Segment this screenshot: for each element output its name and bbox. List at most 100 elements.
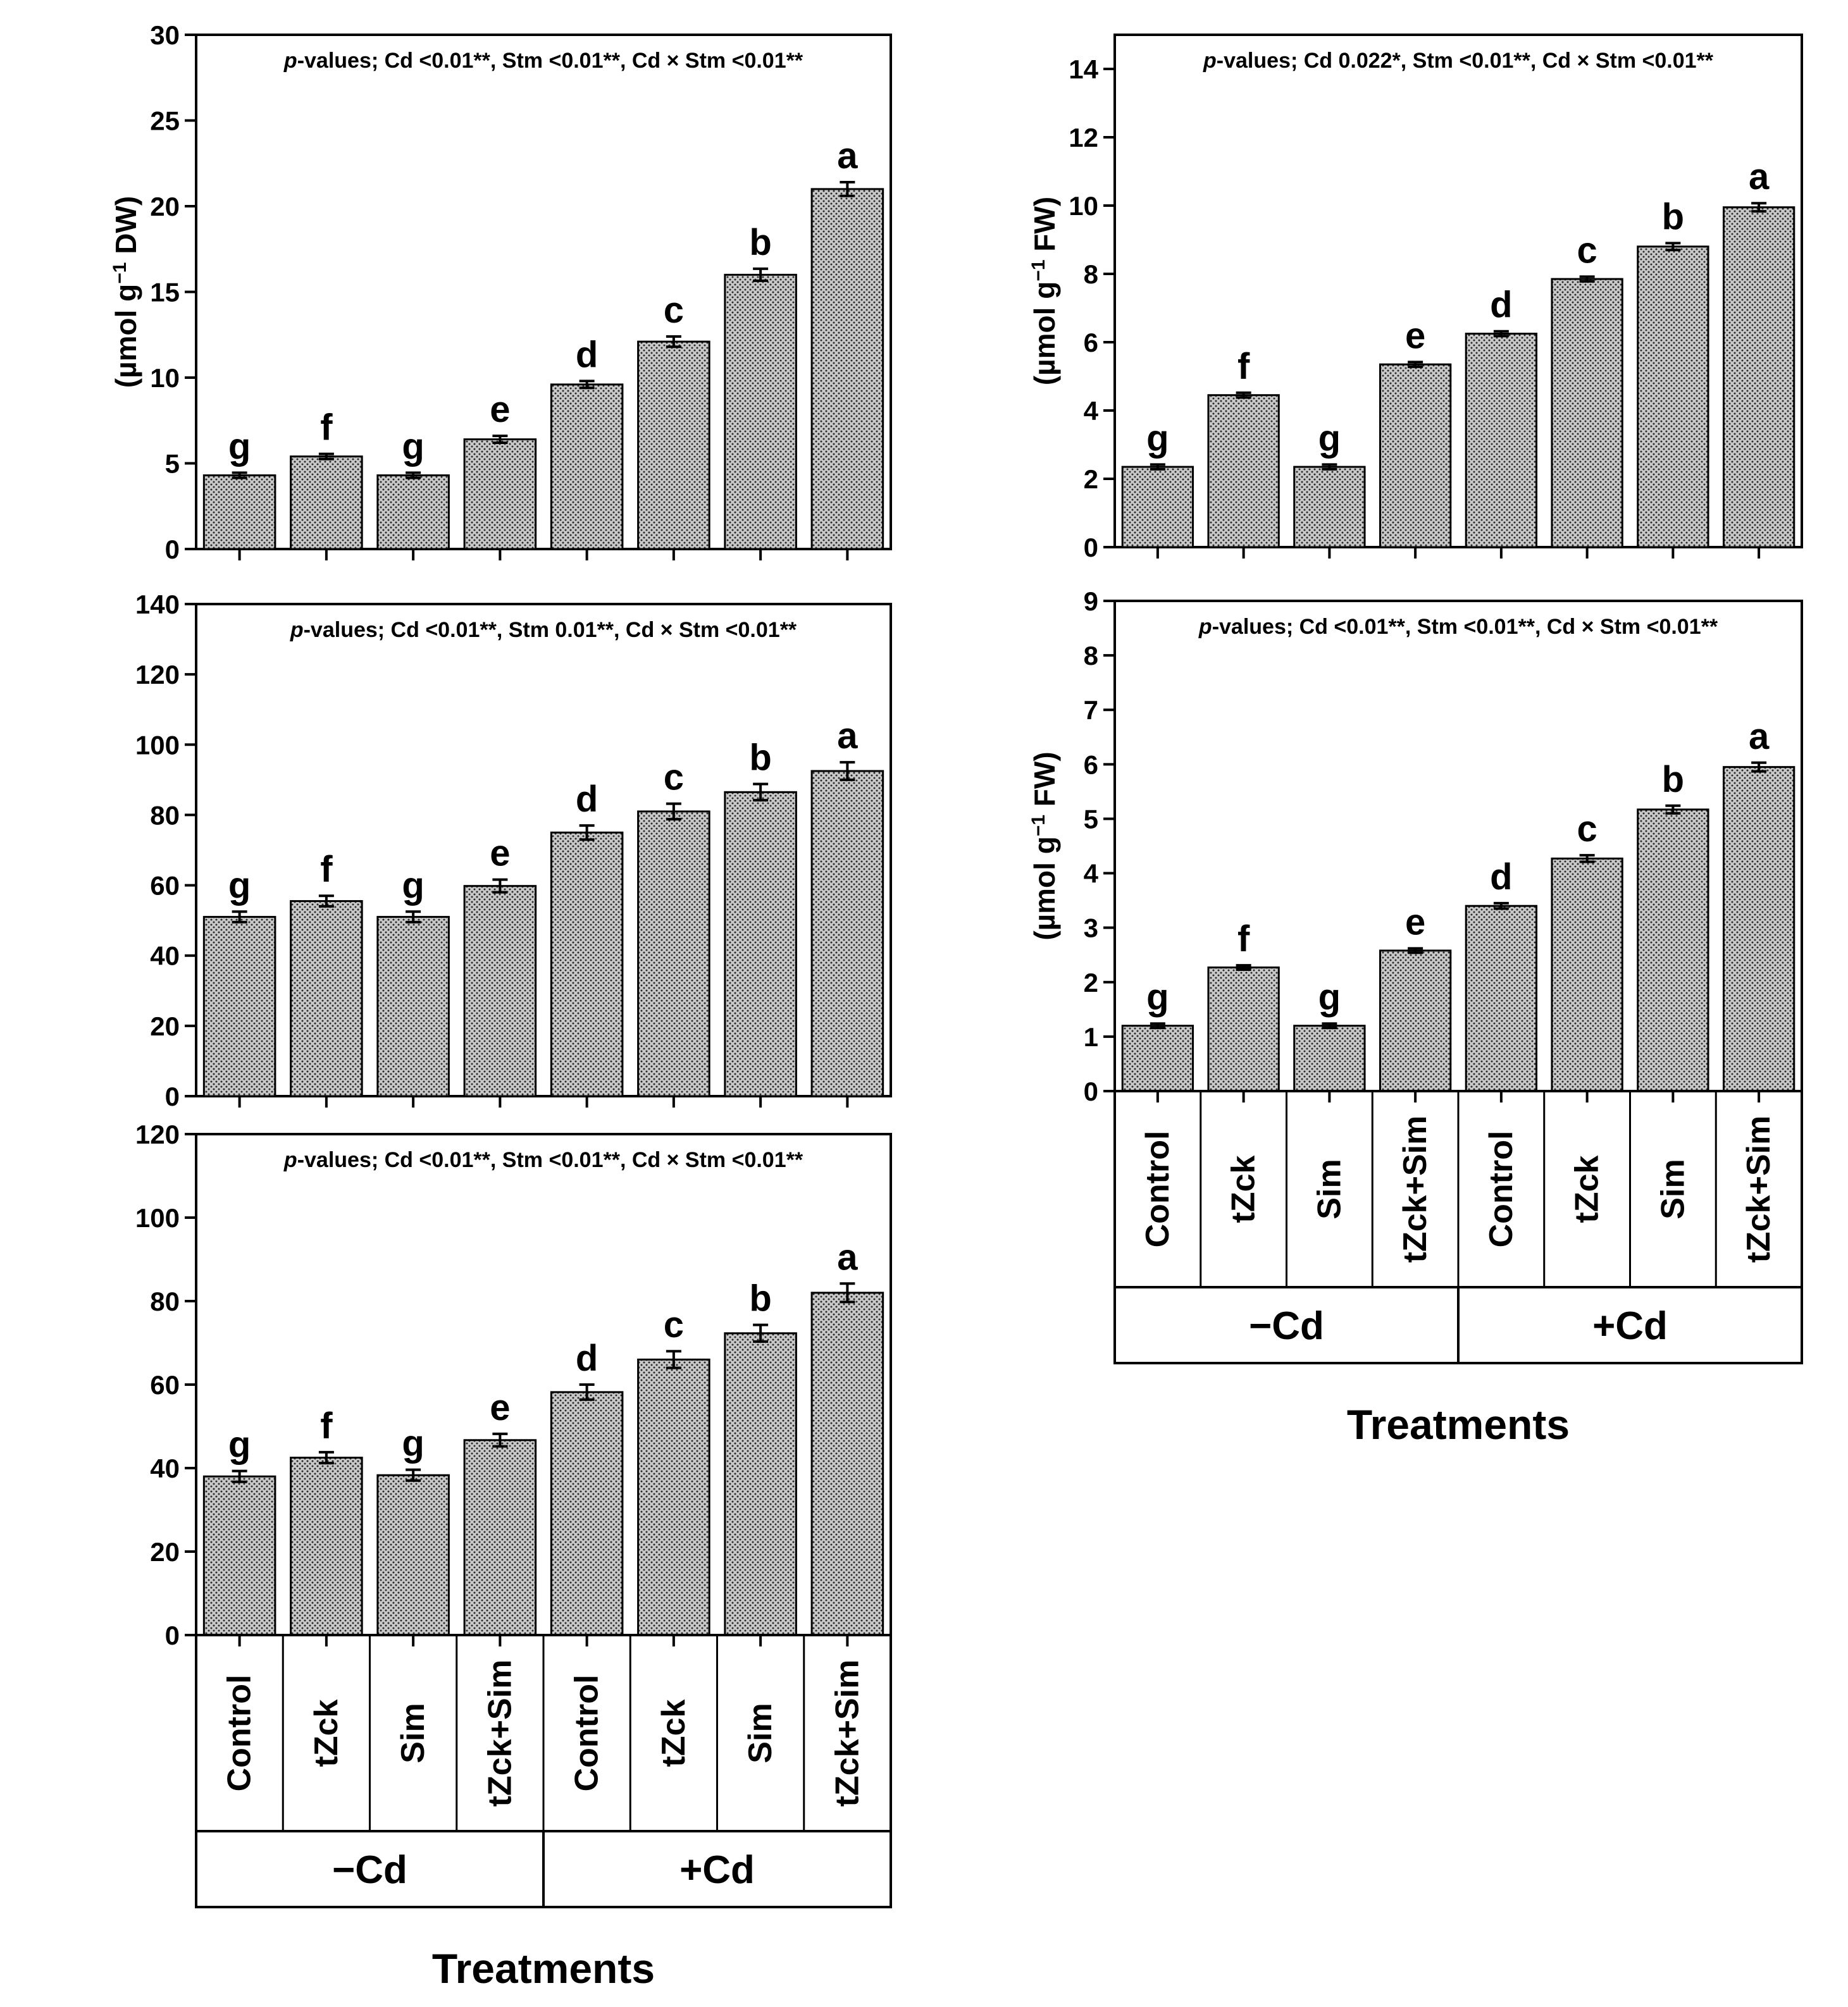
p-values-italic: p [283, 1148, 297, 1172]
p-values-text: -values; Cd 0.022*, Stm <0.01**, Cd × St… [1217, 49, 1714, 73]
significance-letter: d [1490, 856, 1512, 898]
treatment-label: Sim [395, 1703, 431, 1763]
significance-letter: g [402, 865, 424, 906]
bar [202, 474, 276, 550]
significance-letter: a [837, 135, 858, 176]
y-tick-label: 20 [150, 192, 180, 221]
y-axis-unit: (µmol g−1 FW) [1028, 197, 1061, 385]
p-values-italic: p [283, 49, 297, 73]
treatment-label: Sim [1654, 1159, 1691, 1219]
significance-letter: f [320, 407, 333, 448]
significance-letter: a [837, 1237, 858, 1278]
significance-letter: e [1405, 315, 1425, 356]
treatment-label: tZck+Sim [481, 1660, 518, 1807]
y-tick-label: 80 [150, 1287, 180, 1316]
bar [463, 1439, 537, 1636]
y-tick-label: 14 [1069, 54, 1098, 84]
y-tick-label: 140 [135, 590, 180, 619]
p-values-annotation: p-values; Cd 0.022*, Stm <0.01**, Cd × S… [1203, 49, 1714, 73]
significance-letter: b [1662, 196, 1684, 237]
significance-letter: d [1490, 285, 1512, 326]
bar [290, 455, 363, 550]
y-tick-label: 9 [1084, 586, 1098, 616]
y-tick-label: 60 [150, 1370, 180, 1400]
significance-letter: d [576, 779, 598, 820]
chart-asa-redox: 0 20 40 60 80 100 120 140 g f g e d c b a p-values; Cd <… [135, 590, 892, 1111]
significance-letter: c [664, 290, 684, 331]
significance-letter: g [402, 426, 424, 467]
y-tick-label: 15 [150, 278, 180, 307]
bar [463, 438, 537, 550]
significance-letter: g [228, 1424, 251, 1466]
y-tick-label: 0 [165, 534, 180, 564]
bar [376, 916, 450, 1097]
y-tick-label: 7 [1084, 695, 1098, 725]
bar [376, 474, 450, 550]
bar [637, 810, 710, 1097]
p-values-annotation: p-values; Cd <0.01**, Stm <0.01**, Cd × … [283, 1148, 803, 1172]
y-tick-label: 8 [1084, 259, 1098, 289]
significance-letter: e [490, 1387, 510, 1428]
bar [810, 770, 884, 1097]
y-tick-label: 20 [150, 1537, 180, 1567]
bar [1551, 857, 1623, 1092]
bar [202, 916, 276, 1097]
group-label: −Cd [332, 1848, 407, 1892]
y-tick-label: 0 [165, 1621, 180, 1650]
p-values-italic: p [1198, 615, 1212, 639]
treatment-label: Control [569, 1675, 605, 1792]
p-values-annotation: p-values; Cd <0.01**, Stm <0.01**, Cd × … [1198, 615, 1718, 639]
chart-asa-content: 0 2 4 6 8 10 12 14 g f g e d c b a p-values; Cd 0.022*, … [1028, 34, 1803, 562]
bar [1379, 363, 1452, 548]
x-axis-label: Treatments [432, 1945, 655, 1992]
treatment-label: Control [221, 1675, 258, 1792]
plot-frame [1113, 34, 1803, 548]
bar [550, 831, 624, 1097]
y-tick-label: 6 [1084, 750, 1098, 779]
bar [550, 383, 624, 550]
p-values-italic: p [1203, 49, 1217, 73]
y-tick-label: 120 [135, 660, 180, 689]
y-tick-label: 25 [150, 106, 180, 136]
y-axis-unit-part: (µmol g [109, 284, 142, 388]
y-tick-label: 12 [1069, 123, 1098, 152]
bar [1551, 278, 1623, 548]
significance-letter: g [1146, 977, 1169, 1018]
treatment-label: tZck [1569, 1155, 1606, 1223]
treatment-label: tZck [308, 1699, 345, 1767]
plot-frame [195, 603, 892, 1097]
bar [1722, 206, 1795, 548]
significance-letter: b [749, 222, 771, 263]
bar [637, 340, 710, 550]
y-axis-unit-superscript: −1 [109, 262, 130, 284]
y-tick-label: 80 [150, 800, 180, 830]
y-axis-unit-part: FW) [1028, 751, 1061, 815]
bar [290, 900, 363, 1097]
treatment-label: tZck [655, 1699, 692, 1767]
bar [1637, 245, 1709, 548]
significance-letter: c [664, 757, 684, 798]
y-tick-label: 4 [1084, 396, 1099, 426]
significance-letter: g [228, 426, 251, 467]
bar [1207, 966, 1280, 1092]
significance-letter: d [576, 334, 598, 375]
y-tick-label: 60 [150, 871, 180, 901]
significance-letter: b [749, 1278, 771, 1319]
y-tick-label: 4 [1084, 859, 1099, 889]
bar [1207, 394, 1280, 548]
bar [724, 273, 797, 550]
significance-letter: f [320, 849, 333, 890]
group-label: −Cd [1249, 1304, 1324, 1348]
significance-letter: f [320, 1405, 333, 1447]
y-tick-label: 100 [135, 1203, 180, 1233]
bar [810, 188, 884, 550]
y-axis-unit-superscript: −1 [1028, 815, 1049, 836]
y-tick-label: 0 [165, 1082, 180, 1111]
y-tick-label: 10 [150, 363, 180, 393]
y-tick-label: 120 [135, 1120, 180, 1149]
bar [637, 1358, 710, 1636]
p-values-text: -values; Cd <0.01**, Stm <0.01**, Cd × S… [1212, 615, 1718, 639]
treatment-label: Sim [1311, 1159, 1348, 1219]
significance-letter: e [490, 833, 510, 874]
